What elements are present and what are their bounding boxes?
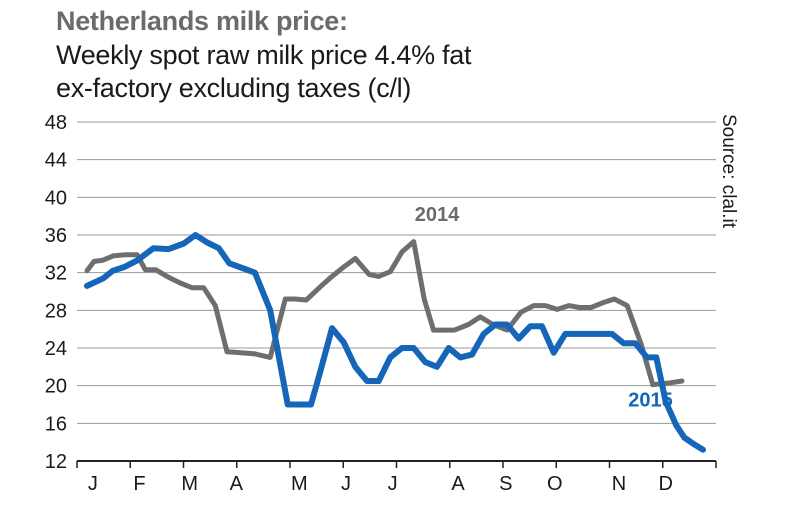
x-tick-label: O — [547, 473, 563, 495]
chart-subtitle-line2: ex-factory excluding taxes (c/l) — [56, 73, 412, 103]
source-note: Source: clal.it — [718, 114, 739, 229]
series-lines — [84, 232, 706, 453]
x-tick-label: M — [291, 473, 308, 495]
x-tick-label: D — [658, 473, 672, 495]
x-tick-label: F — [133, 473, 145, 495]
x-tick-label: S — [499, 473, 512, 495]
y-tick-label: 16 — [45, 413, 67, 435]
x-tick-label: J — [88, 473, 98, 495]
x-tick-label: A — [230, 473, 244, 495]
series-line-2014 — [84, 239, 685, 388]
y-axis-ticks: 48 44 40 36 32 28 24 20 16 12 — [45, 112, 67, 473]
x-tick-label: N — [612, 473, 626, 495]
y-tick-label: 12 — [45, 451, 67, 473]
chart-title: Netherlands milk price: — [56, 6, 348, 36]
x-tick-label: M — [181, 473, 198, 495]
y-tick-label: 32 — [45, 263, 67, 285]
series-labels: 2014 2015 — [415, 204, 673, 412]
y-tick-label: 28 — [45, 300, 67, 322]
series-label-2015: 2015 — [628, 389, 673, 411]
x-tick-label: A — [451, 473, 465, 495]
x-tick-label: J — [341, 473, 351, 495]
y-tick-label: 44 — [45, 150, 67, 172]
y-tick-label: 24 — [45, 338, 67, 360]
y-tick-label: 36 — [45, 225, 67, 247]
y-tick-label: 40 — [45, 187, 67, 209]
series-line-2015 — [84, 232, 706, 453]
y-tick-label: 20 — [45, 376, 67, 398]
chart-subtitle-line1: Weekly spot raw milk price 4.4% fat — [56, 40, 472, 70]
y-tick-label: 48 — [45, 112, 67, 134]
x-axis — [76, 460, 717, 468]
gridlines — [77, 121, 716, 424]
series-label-2014: 2014 — [415, 204, 460, 226]
x-tick-label: J — [388, 473, 398, 495]
